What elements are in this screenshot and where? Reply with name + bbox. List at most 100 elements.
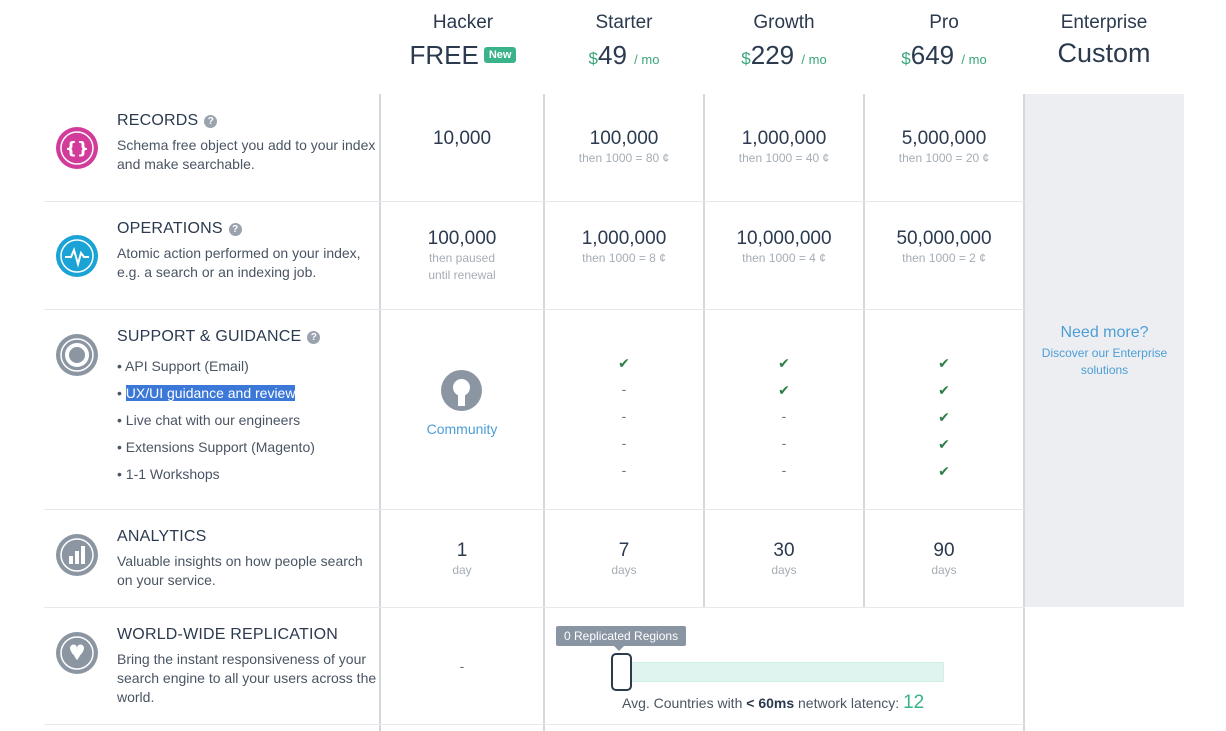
replicated-regions-tooltip: 0 Replicated Regions (556, 626, 687, 651)
feature-title: OPERATIONS? (117, 220, 242, 238)
plan-price: $49 / mo (544, 40, 704, 71)
support-item-chat: • Live chat with our engineers (117, 412, 301, 428)
analytics-hacker: 1 day (452, 540, 472, 577)
column-divider (1023, 94, 1025, 731)
records-growth: 1,000,000 then 1000 = 40 ¢ (738, 128, 830, 165)
plan-price: $229 / mo (704, 40, 864, 71)
enterprise-column (1025, 94, 1184, 607)
support-item-ux: • UX/UI guidance and review (117, 385, 296, 401)
row-divider (44, 201, 1025, 202)
help-icon[interactable]: ? (307, 331, 321, 344)
map-pins-icon (56, 632, 98, 674)
feature-operations: OPERATIONS? Atomic action performed on y… (44, 202, 378, 309)
bar-chart-icon (56, 534, 98, 576)
svg-text:{}: {} (65, 139, 89, 159)
plan-header-growth: Growth $229 / mo (704, 12, 864, 71)
amount: 229 (750, 40, 795, 70)
dash: - (621, 462, 627, 478)
check-icon: ✔ (778, 355, 790, 371)
feature-description: Atomic action performed on your index, e… (117, 245, 361, 280)
support-item-api: • API Support (Email) (117, 358, 249, 374)
price-free: FREE (409, 40, 479, 70)
community-link[interactable]: Community (426, 421, 498, 437)
operations-starter: 1,000,000 then 1000 = 8 ¢ (581, 228, 667, 265)
operations-growth: 10,000,000 then 1000 = 4 ¢ (736, 228, 832, 265)
check-icon: ✔ (938, 355, 950, 371)
amount: 649 (910, 40, 955, 70)
currency: $ (588, 49, 598, 68)
need-more-link[interactable]: Need more? (1060, 324, 1149, 341)
plan-price-custom: Custom (1057, 38, 1151, 68)
plan-price: $649 / mo (864, 40, 1024, 71)
feature-description: Valuable insights on how people search o… (117, 553, 363, 588)
replication-slider-track[interactable] (621, 662, 944, 682)
plan-name: Hacker (432, 12, 494, 33)
plan-header-enterprise: Enterprise Custom (1024, 12, 1184, 69)
check-icon: ✔ (938, 382, 950, 398)
plan-header-starter: Starter $49 / mo (544, 12, 704, 71)
row-divider (44, 509, 1025, 510)
currency: $ (741, 49, 751, 68)
records-starter: 100,000 then 1000 = 80 ¢ (578, 128, 670, 165)
latency-readout: Avg. Countries with < 60ms network laten… (622, 692, 925, 713)
plan-header-pro: Pro $649 / mo (864, 12, 1024, 71)
plan-price: FREE New (383, 40, 543, 71)
pulse-icon (56, 235, 98, 277)
dash: - (781, 462, 787, 478)
dash: - (621, 408, 627, 424)
help-icon[interactable]: ? (228, 223, 242, 236)
feature-description: Bring the instant responsiveness of your… (117, 651, 377, 705)
plan-header-hacker: Hacker FREE New (383, 12, 543, 71)
operations-hacker: 100,000 then paused until renewal (427, 228, 497, 282)
row-divider (44, 724, 1025, 725)
period: / mo (634, 52, 660, 67)
records-hacker: 10,000 (432, 128, 492, 149)
feature-title: ANALYTICS (117, 528, 207, 545)
analytics-pro: 90 days (931, 540, 957, 577)
support-item-extensions: • Extensions Support (Magento) (117, 439, 315, 455)
analytics-starter: 7 days (611, 540, 637, 577)
check-icon: ✔ (618, 355, 630, 371)
replication-slider-handle[interactable] (611, 653, 632, 691)
plan-name: Pro (929, 12, 959, 33)
new-badge: New (483, 47, 517, 63)
support-item-workshops: • 1-1 Workshops (117, 466, 220, 482)
period: / mo (961, 52, 987, 67)
feature-replication: WORLD-WIDE REPLICATION Bring the instant… (44, 608, 378, 724)
feature-description: Schema free object you add to your index… (117, 137, 376, 172)
feature-title: RECORDS? (117, 112, 218, 130)
currency: $ (901, 49, 911, 68)
amount: 49 (598, 40, 627, 70)
dash: - (781, 408, 787, 424)
feature-title: WORLD-WIDE REPLICATION (117, 626, 339, 643)
community-icon (441, 370, 482, 411)
analytics-growth: 30 days (771, 540, 797, 577)
enterprise-need-more[interactable]: Need more? Discover our Enterprise soluti… (1025, 324, 1184, 379)
discover-enterprise-link[interactable]: Discover our Enterprise solutions (1041, 346, 1168, 377)
help-icon[interactable]: ? (204, 115, 218, 128)
row-divider (44, 607, 1025, 608)
plan-name: Starter (595, 12, 653, 33)
lifebuoy-icon (56, 334, 98, 376)
dash: - (781, 435, 787, 451)
column-divider (543, 94, 545, 731)
column-divider (863, 94, 865, 607)
check-icon: ✔ (938, 409, 950, 425)
dash: - (621, 435, 627, 451)
dash: - (621, 381, 627, 397)
plan-name: Growth (753, 12, 815, 33)
check-icon: ✔ (778, 382, 790, 398)
row-divider (44, 309, 1025, 310)
operations-pro: 50,000,000 then 1000 = 2 ¢ (896, 228, 992, 265)
feature-title: SUPPORT & GUIDANCE? (117, 328, 321, 346)
records-pro: 5,000,000 then 1000 = 20 ¢ (898, 128, 990, 165)
feature-analytics: ANALYTICS Valuable insights on how peopl… (44, 510, 378, 607)
check-icon: ✔ (938, 436, 950, 452)
plan-name: Enterprise (1060, 12, 1148, 33)
period: / mo (801, 52, 827, 67)
feature-support: SUPPORT & GUIDANCE? • API Support (Email… (44, 310, 378, 509)
feature-records: {} RECORDS? Schema free object you add t… (44, 94, 378, 201)
column-divider (379, 94, 381, 731)
column-divider (703, 94, 705, 607)
braces-icon: {} (56, 127, 98, 169)
